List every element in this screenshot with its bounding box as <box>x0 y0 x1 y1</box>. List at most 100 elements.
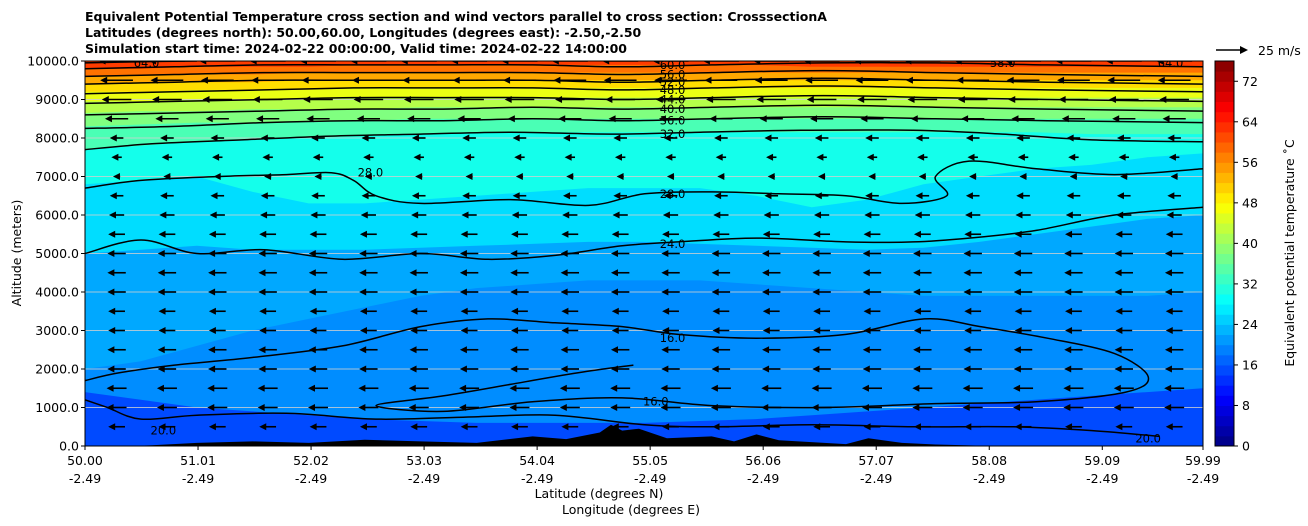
wind-head <box>507 115 515 123</box>
wind-head <box>264 173 272 180</box>
x-tick-label-lon: -2.49 <box>182 471 214 486</box>
wind-vector <box>913 269 932 277</box>
wind-vector <box>311 134 325 142</box>
contour-60.0 <box>85 61 1203 70</box>
colorbar-tick-label: 0 <box>1242 439 1250 454</box>
wind-vector <box>616 173 624 180</box>
wind-vector <box>559 404 580 411</box>
wind-vector <box>954 61 991 65</box>
wind-vector <box>1164 250 1184 257</box>
wind-head <box>964 307 972 315</box>
wind-head <box>613 134 621 142</box>
wind-head <box>1016 134 1024 142</box>
wind-vector <box>559 384 580 392</box>
wind-vector <box>359 365 378 373</box>
wind-vector <box>913 230 931 238</box>
wind-vector <box>1065 211 1082 219</box>
terrain <box>85 424 1203 446</box>
wind-head <box>209 211 217 219</box>
contour-label: 40.0 <box>660 102 686 116</box>
colorbar-segment <box>1215 354 1234 366</box>
y-tick-label: 4000.0 <box>35 285 79 300</box>
wind-head <box>108 307 116 315</box>
x-tick-label-lat: 55.05 <box>632 453 668 468</box>
wind-head <box>359 288 367 296</box>
wind-vector <box>964 327 982 334</box>
wind-head <box>964 423 972 431</box>
wind-vector <box>762 250 781 257</box>
wind-vector <box>1164 346 1184 354</box>
wind-head <box>662 423 670 431</box>
wind-vector <box>1057 76 1090 84</box>
wind-head <box>660 404 668 411</box>
wind-vector <box>812 269 831 277</box>
wind-head <box>1164 404 1172 411</box>
wind-vector <box>912 384 933 392</box>
colorbar-segment <box>1215 202 1234 214</box>
contour-label: 28.0 <box>358 166 384 180</box>
wind-vector <box>855 76 889 84</box>
wind-head <box>256 115 264 123</box>
wind-head <box>710 384 718 392</box>
wind-vector <box>602 61 639 65</box>
wind-head <box>1108 96 1116 103</box>
wind-vector <box>963 250 982 257</box>
wind-vector <box>459 288 479 296</box>
wind-vector <box>157 250 177 257</box>
wind-vector <box>963 346 982 354</box>
axes: 0.0 1000.0 2000.0 3000.0 4000.0 5000.0 6000.0 7… <box>9 54 1221 518</box>
wind-head <box>308 404 316 411</box>
wind-vector <box>813 307 831 315</box>
wind-vector <box>561 423 579 431</box>
wind-vector <box>501 61 538 65</box>
wind-vector <box>107 288 126 296</box>
wind-head <box>457 115 465 123</box>
wind-vector <box>208 269 227 277</box>
wind-head <box>459 404 467 411</box>
wind-head <box>260 211 268 219</box>
wind-vector <box>457 115 481 123</box>
wind-head <box>158 230 166 238</box>
wind-head <box>462 192 470 200</box>
wind-head <box>459 365 467 373</box>
wind-head <box>108 211 116 219</box>
wind-head <box>303 96 311 103</box>
wind-head <box>1014 307 1022 315</box>
wind-head <box>515 173 523 180</box>
contour-40.0 <box>85 104 1203 116</box>
wind-head <box>1013 404 1021 411</box>
wind-head <box>962 384 970 392</box>
wind-vector <box>915 192 930 200</box>
wind-vector <box>654 76 687 84</box>
wind-head <box>158 327 166 334</box>
wind-head <box>661 269 669 277</box>
wind-vector <box>1168 153 1180 161</box>
wind-vector <box>652 61 689 65</box>
wind-head <box>511 423 519 431</box>
wind-vector <box>98 61 135 65</box>
wind-head <box>810 115 818 123</box>
wind-vector <box>1005 61 1042 65</box>
wind-vector <box>410 423 428 431</box>
wind-vector <box>1164 384 1185 392</box>
wind-vector <box>462 192 476 200</box>
wind-head <box>714 192 722 200</box>
y-tick-label: 8000.0 <box>35 131 79 146</box>
wind-vector <box>1116 192 1131 200</box>
wind-head <box>1115 307 1123 315</box>
wind-vector <box>312 153 324 161</box>
wind-head <box>1055 61 1063 65</box>
wind-head <box>655 96 663 103</box>
wind-vector <box>1114 250 1133 257</box>
wind-head <box>1057 76 1065 84</box>
wind-vector <box>260 134 275 142</box>
wind-head <box>1014 230 1022 238</box>
wind-head <box>1164 250 1172 257</box>
colorbar-segment <box>1215 71 1234 82</box>
wind-head <box>1115 230 1123 238</box>
wind-head <box>904 61 912 65</box>
wind-vector <box>711 288 731 296</box>
wind-head <box>964 327 972 334</box>
wind-head <box>965 211 973 219</box>
wind-head <box>359 365 367 373</box>
